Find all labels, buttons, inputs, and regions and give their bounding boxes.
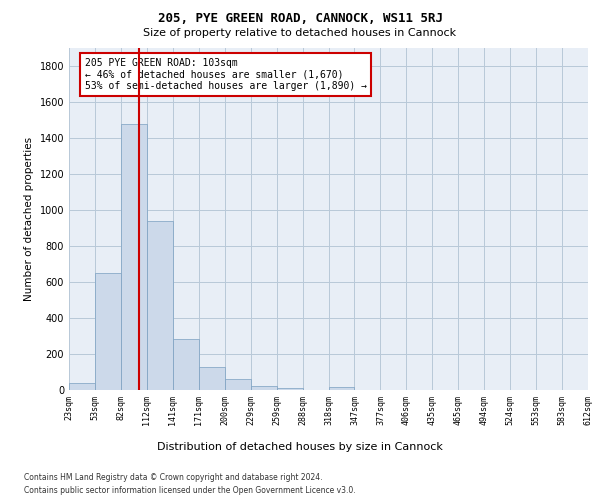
Text: Size of property relative to detached houses in Cannock: Size of property relative to detached ho…: [143, 28, 457, 38]
Text: 205, PYE GREEN ROAD, CANNOCK, WS11 5RJ: 205, PYE GREEN ROAD, CANNOCK, WS11 5RJ: [157, 12, 443, 26]
Bar: [251, 386, 277, 390]
Text: 205 PYE GREEN ROAD: 103sqm
← 46% of detached houses are smaller (1,670)
53% of s: 205 PYE GREEN ROAD: 103sqm ← 46% of deta…: [85, 58, 367, 91]
Bar: [69, 383, 95, 390]
Text: Contains HM Land Registry data © Crown copyright and database right 2024.: Contains HM Land Registry data © Crown c…: [24, 472, 323, 482]
Y-axis label: Number of detached properties: Number of detached properties: [24, 136, 34, 301]
Bar: [95, 273, 121, 390]
Bar: [277, 388, 302, 390]
Bar: [173, 339, 199, 390]
Bar: [225, 379, 251, 390]
Bar: [121, 124, 147, 390]
Bar: [199, 367, 224, 390]
Text: Contains public sector information licensed under the Open Government Licence v3: Contains public sector information licen…: [24, 486, 356, 495]
Text: Distribution of detached houses by size in Cannock: Distribution of detached houses by size …: [157, 442, 443, 452]
Bar: [147, 221, 173, 390]
Bar: [329, 388, 355, 390]
